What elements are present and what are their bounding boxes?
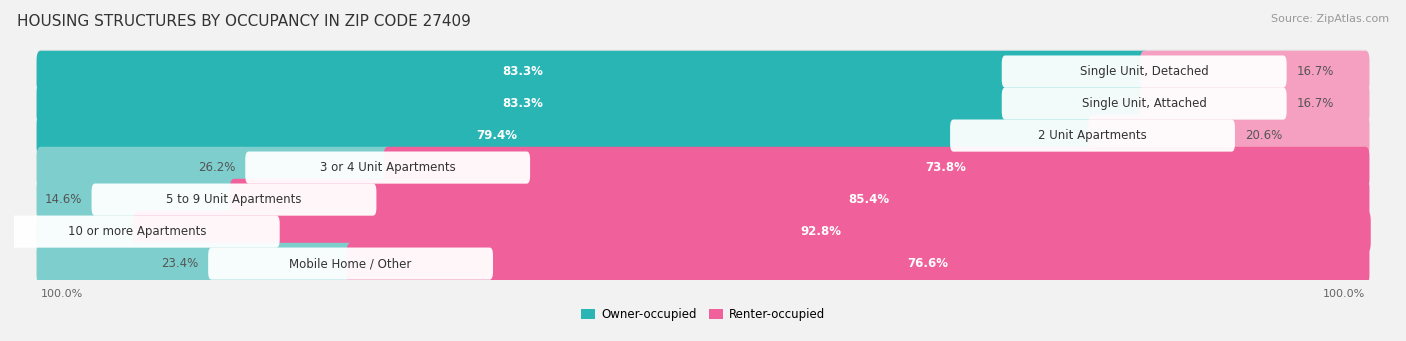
FancyBboxPatch shape [37,83,1149,124]
Text: 83.3%: 83.3% [502,97,543,110]
FancyBboxPatch shape [1140,51,1369,92]
FancyBboxPatch shape [950,119,1234,152]
Text: Source: ZipAtlas.com: Source: ZipAtlas.com [1271,14,1389,24]
Text: 92.8%: 92.8% [800,225,841,238]
Text: 26.2%: 26.2% [198,161,235,174]
FancyBboxPatch shape [37,178,1369,222]
Text: 100.0%: 100.0% [1323,289,1365,299]
FancyBboxPatch shape [231,179,1369,220]
FancyBboxPatch shape [1088,115,1369,157]
FancyBboxPatch shape [37,115,1097,157]
FancyBboxPatch shape [37,146,1369,190]
FancyBboxPatch shape [37,81,1369,125]
FancyBboxPatch shape [1001,88,1286,120]
Text: 76.6%: 76.6% [907,257,948,270]
FancyBboxPatch shape [37,243,354,284]
Text: 2 Unit Apartments: 2 Unit Apartments [1038,129,1147,142]
FancyBboxPatch shape [1140,83,1369,124]
FancyBboxPatch shape [384,147,1369,188]
FancyBboxPatch shape [37,49,1369,94]
FancyBboxPatch shape [91,183,377,216]
Text: Mobile Home / Other: Mobile Home / Other [290,257,412,270]
FancyBboxPatch shape [37,147,392,188]
Text: 20.6%: 20.6% [1244,129,1282,142]
Text: 79.4%: 79.4% [477,129,517,142]
FancyBboxPatch shape [0,216,280,248]
Text: 100.0%: 100.0% [41,289,83,299]
FancyBboxPatch shape [134,211,1371,252]
FancyBboxPatch shape [37,211,141,252]
Text: HOUSING STRUCTURES BY OCCUPANCY IN ZIP CODE 27409: HOUSING STRUCTURES BY OCCUPANCY IN ZIP C… [17,14,471,29]
Text: 83.3%: 83.3% [502,65,543,78]
Text: 16.7%: 16.7% [1296,97,1334,110]
FancyBboxPatch shape [37,209,1369,254]
FancyBboxPatch shape [37,179,238,220]
FancyBboxPatch shape [37,51,1149,92]
Text: Single Unit, Attached: Single Unit, Attached [1081,97,1206,110]
FancyBboxPatch shape [347,243,1369,284]
FancyBboxPatch shape [37,241,1369,286]
Text: 10 or more Apartments: 10 or more Apartments [67,225,207,238]
Text: 23.4%: 23.4% [160,257,198,270]
FancyBboxPatch shape [208,248,494,280]
Text: 73.8%: 73.8% [925,161,966,174]
FancyBboxPatch shape [37,114,1369,158]
FancyBboxPatch shape [1001,56,1286,88]
Text: 14.6%: 14.6% [44,193,82,206]
Text: 16.7%: 16.7% [1296,65,1334,78]
Text: Single Unit, Detached: Single Unit, Detached [1080,65,1209,78]
Text: 5 to 9 Unit Apartments: 5 to 9 Unit Apartments [166,193,302,206]
Legend: Owner-occupied, Renter-occupied: Owner-occupied, Renter-occupied [576,303,830,325]
FancyBboxPatch shape [245,151,530,184]
Text: 85.4%: 85.4% [849,193,890,206]
Text: 3 or 4 Unit Apartments: 3 or 4 Unit Apartments [319,161,456,174]
